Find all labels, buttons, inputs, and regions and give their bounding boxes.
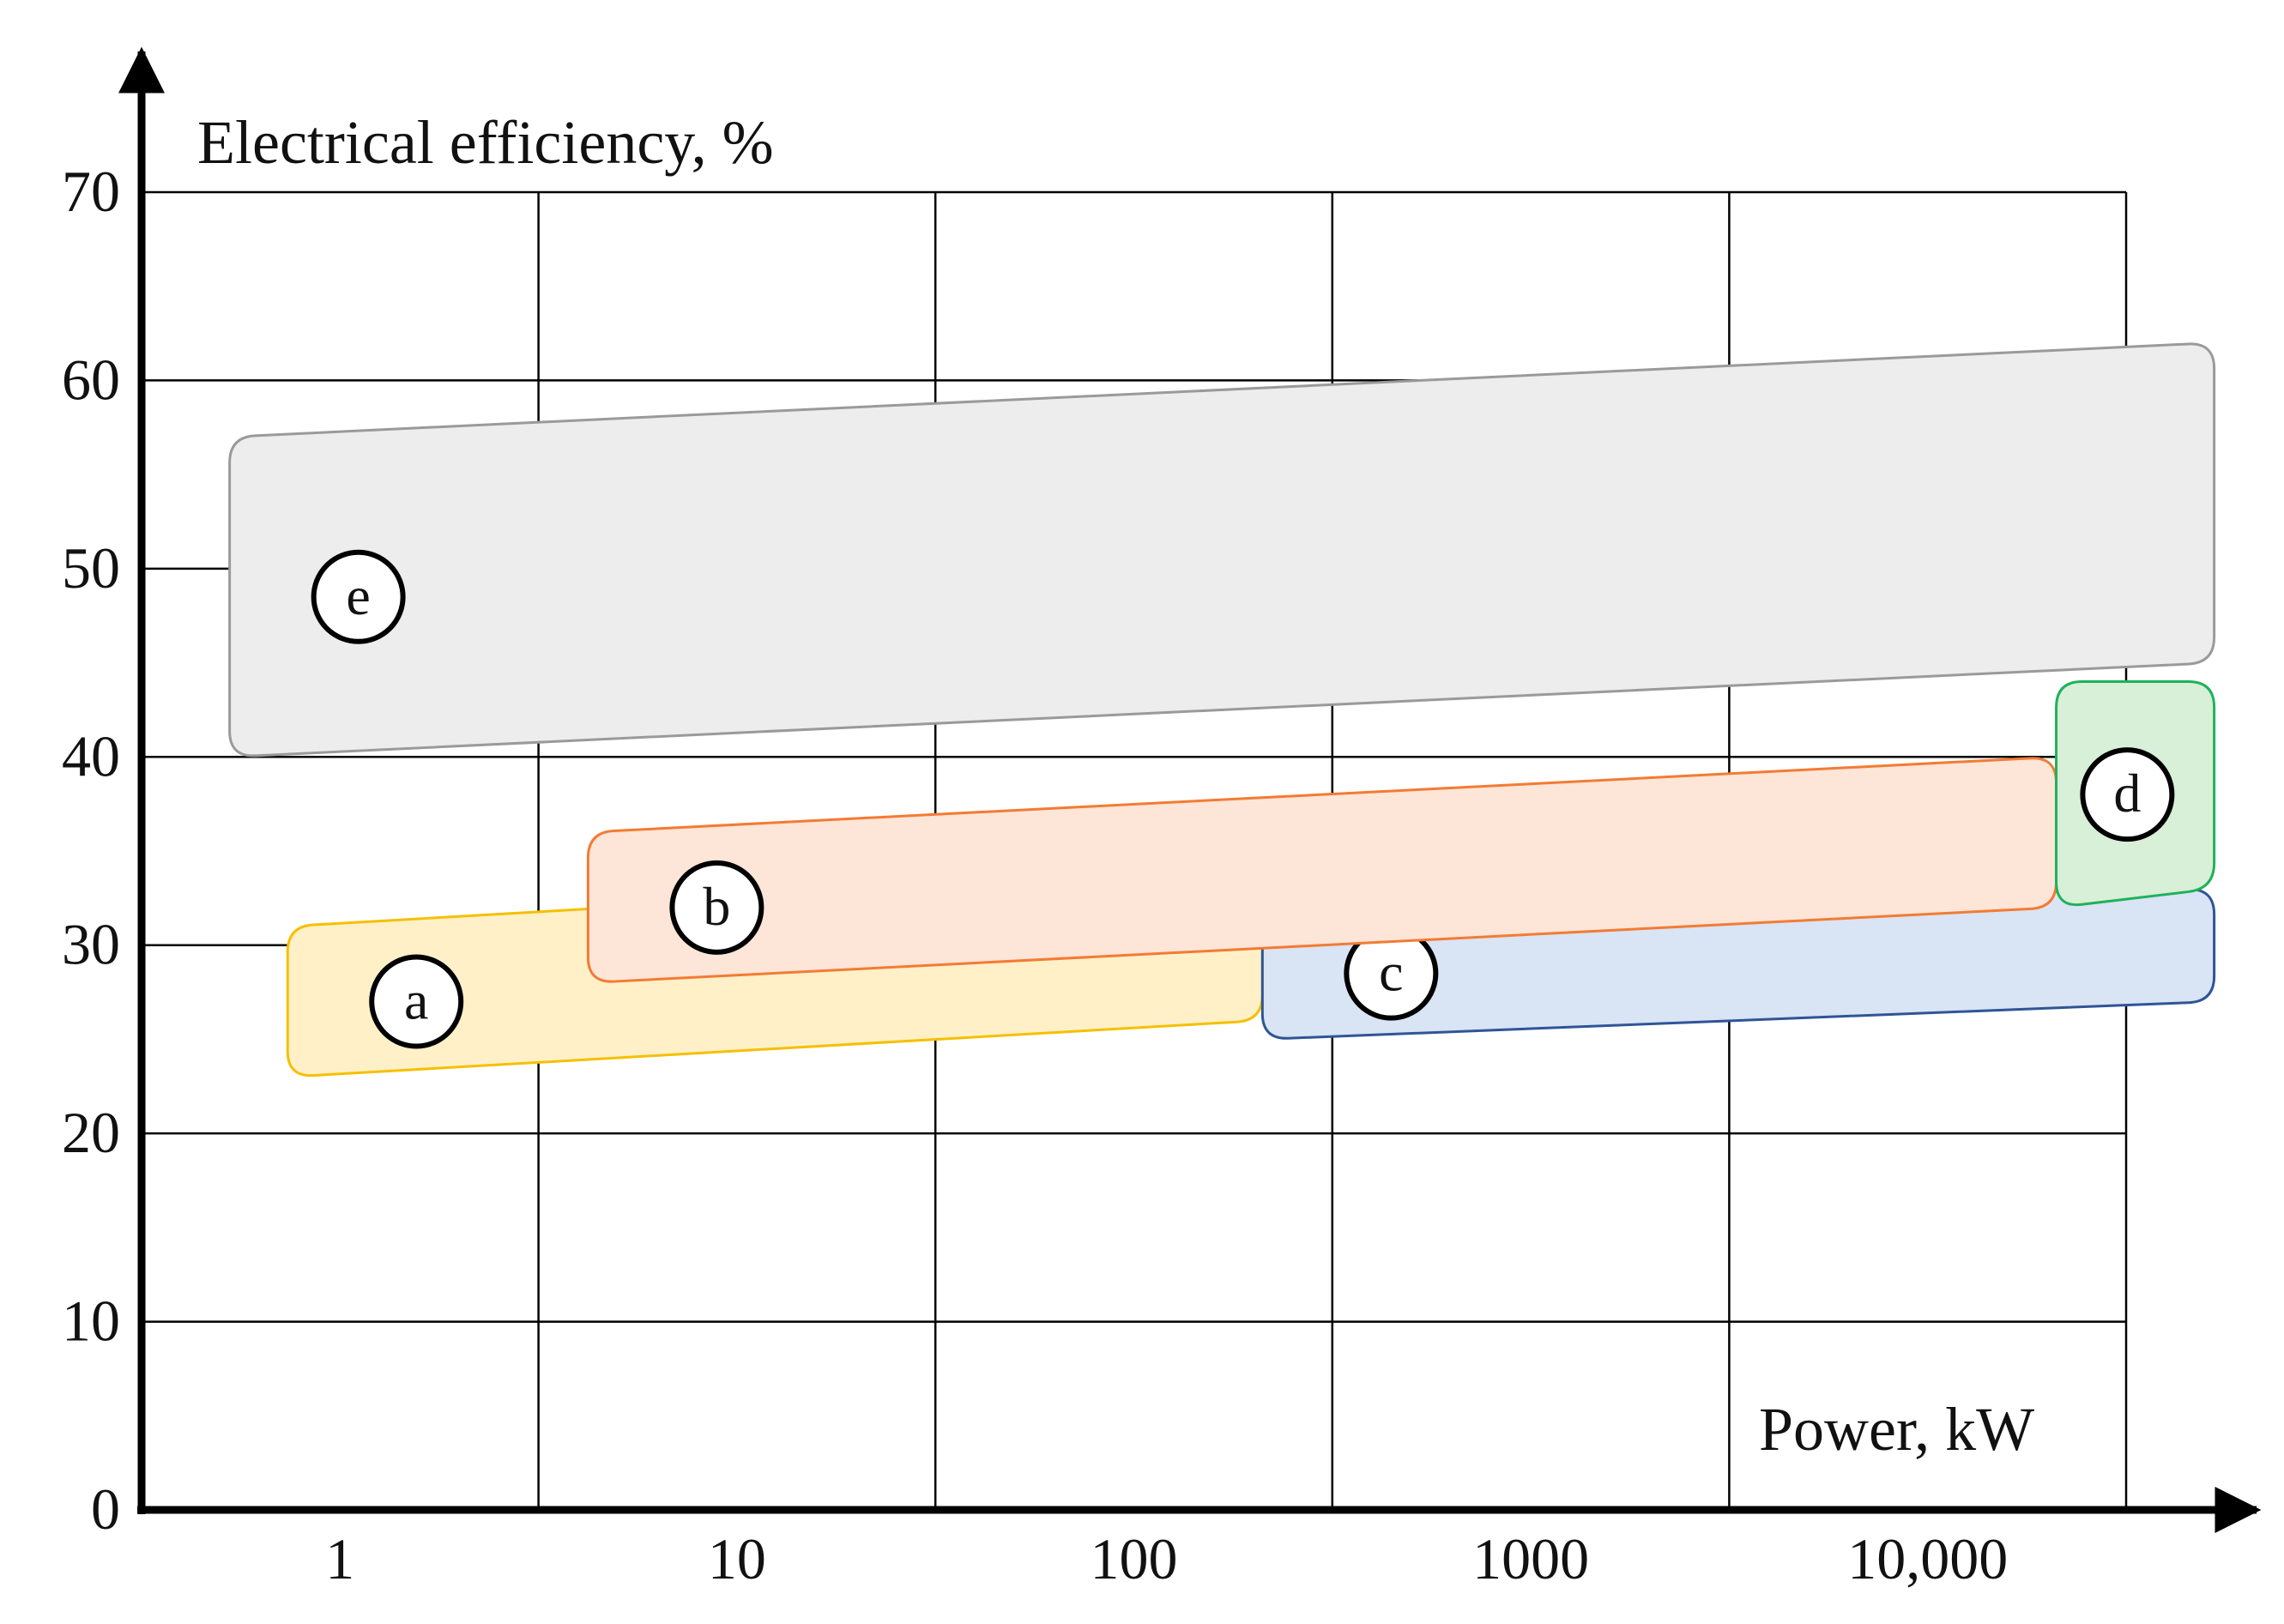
y-tick-label: 70 — [62, 159, 120, 224]
y-tick-label: 0 — [91, 1476, 120, 1542]
y-axis-title: Electrical efficiency, % — [197, 108, 774, 177]
region-d-badge — [2080, 747, 2175, 842]
y-tick-label: 60 — [62, 347, 120, 412]
region-a-badge — [369, 954, 464, 1049]
y-tick-label: 10 — [62, 1289, 120, 1354]
region-e-label: e — [346, 565, 370, 626]
x-tick-label: 10,000 — [1847, 1526, 2008, 1591]
region-d: d — [2055, 680, 2216, 907]
region-c-label: c — [1379, 942, 1403, 1003]
region-a-label: a — [404, 970, 428, 1031]
x-tick-label: 1 — [325, 1526, 354, 1591]
x-tick-label: 100 — [1091, 1526, 1178, 1591]
region-e: e — [228, 342, 2216, 758]
x-axis-title: Power, kW — [1759, 1395, 2034, 1464]
y-tick-label: 40 — [62, 723, 120, 788]
x-tick-label: 10 — [708, 1526, 766, 1591]
regions: e a c b d — [228, 342, 2216, 1078]
x-tick-label: 1000 — [1472, 1526, 1589, 1591]
y-tick-labels: 0 10 20 30 40 50 60 70 — [62, 159, 120, 1542]
region-b: b — [586, 757, 2058, 983]
region-d-label: d — [2113, 763, 2141, 824]
y-tick-label: 50 — [62, 535, 120, 601]
y-tick-label: 20 — [62, 1100, 120, 1165]
x-tick-labels: 1 10 100 1000 10,000 — [325, 1526, 2008, 1591]
y-tick-label: 30 — [62, 912, 120, 977]
region-e-shape — [228, 342, 2216, 758]
region-b-badge — [669, 860, 764, 955]
region-e-badge — [311, 549, 406, 644]
region-b-label: b — [703, 876, 730, 937]
